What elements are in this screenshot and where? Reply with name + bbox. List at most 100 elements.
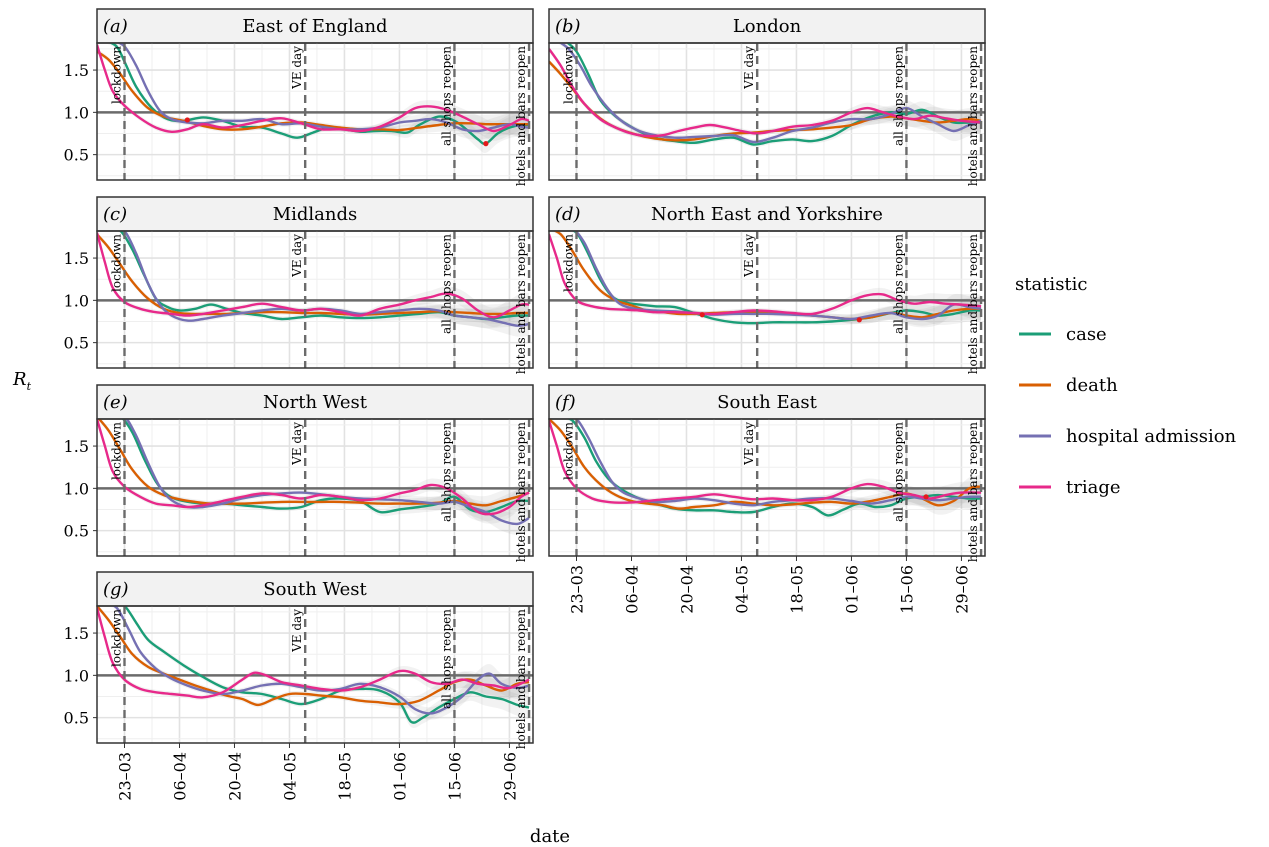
series-lines	[97, 43, 530, 145]
x-tick-label: 18–05	[335, 752, 354, 801]
series-line-triage	[549, 48, 982, 138]
series-line-death	[552, 231, 982, 321]
highlight-point	[483, 141, 489, 147]
series-lines	[549, 43, 982, 146]
panel-tag: (a)	[103, 16, 128, 37]
ribbon-hospital-admission	[560, 231, 982, 328]
panel-title: East of England	[242, 16, 387, 37]
series-line-death	[97, 233, 530, 316]
event-label: lockdown	[109, 422, 123, 480]
ribbon-triage	[97, 43, 530, 141]
series-lines	[549, 231, 982, 325]
legend-label-triage: triage	[1066, 477, 1121, 498]
event-label: lockdown	[109, 234, 123, 292]
x-tick-label: 29–06	[500, 752, 519, 801]
event-label: hotels and bars reopen	[966, 422, 980, 562]
ribbon-case	[112, 606, 530, 729]
ribbon-triage	[549, 46, 982, 139]
event-label: VE day	[290, 422, 304, 466]
y-tick-label: 1.5	[64, 249, 89, 268]
series-line-death	[97, 50, 530, 132]
x-tick-label: 23–03	[115, 752, 134, 801]
ribbon-hospital-admission	[112, 419, 530, 535]
event-label: lockdown	[561, 422, 575, 480]
series-line-hospital-admission	[574, 419, 982, 507]
event-label: VE day	[742, 422, 756, 466]
y-tick-label: 0.5	[64, 709, 89, 728]
y-tick-label: 0.5	[64, 334, 89, 353]
ribbon-death	[549, 59, 982, 143]
series-line-hospital-admission	[558, 43, 982, 144]
panel-tag: (e)	[103, 392, 128, 413]
event-label: all shops reopen	[891, 422, 905, 522]
y-tick-label: 1.5	[64, 437, 89, 456]
x-tick-label: 20–04	[225, 752, 244, 801]
series-line-hospital-admission	[573, 231, 982, 321]
highlight-point	[856, 317, 862, 323]
event-label: all shops reopen	[439, 609, 453, 709]
panel-tag: (d)	[555, 204, 581, 225]
event-label: lockdown	[109, 609, 123, 667]
y-tick-label: 0.5	[64, 146, 89, 165]
series-lines	[549, 419, 982, 517]
highlight-point	[184, 117, 190, 123]
y-tick-label: 0.5	[64, 522, 89, 541]
ribbon-triage	[97, 419, 530, 524]
uncertainty-ribbons	[97, 419, 530, 535]
series-line-triage	[97, 607, 530, 699]
x-tick-label: 06–04	[170, 752, 189, 801]
event-label: hotels and bars reopen	[966, 46, 980, 186]
x-tick-label: 15–06	[445, 752, 464, 801]
event-label: all shops reopen	[439, 422, 453, 522]
series-line-triage	[97, 44, 530, 134]
event-label: hotels and bars reopen	[514, 609, 528, 749]
panel-border	[96, 418, 534, 557]
panel-south-east: (f) South East lockdown VE day all shops reo…	[548, 384, 986, 562]
y-tick-label: 1.5	[64, 624, 89, 643]
series-line-case	[122, 606, 530, 724]
highlight-point	[923, 494, 929, 500]
event-label: VE day	[290, 609, 304, 653]
panel-title: South West	[263, 579, 367, 600]
series-line-triage	[549, 234, 982, 316]
event-label: VE day	[290, 46, 304, 90]
event-label: VE day	[742, 234, 756, 278]
panel-tag: (g)	[103, 579, 129, 600]
x-tick-label: 04–05	[732, 565, 751, 614]
y-axis-label: Rt	[12, 369, 32, 393]
panel-title: South East	[717, 392, 817, 413]
uncertainty-ribbons	[97, 606, 530, 729]
panel-strip	[96, 8, 534, 44]
x-tick-label: 01–06	[390, 752, 409, 801]
panel-border	[548, 42, 986, 181]
x-tick-label: 01–06	[842, 565, 861, 614]
y-tick-label: 1.0	[64, 291, 89, 310]
panel-east-of-england: (a) East of England lockdown VE day all shop…	[64, 8, 534, 186]
ribbon-triage	[97, 231, 530, 328]
event-label: lockdown	[561, 46, 575, 104]
ribbon-triage	[549, 231, 982, 318]
series-line-hospital-admission	[125, 419, 530, 526]
legend-title: statistic	[1015, 274, 1088, 295]
x-axis: 23–03 06–04 20–04 04–05 18–05 01–06 15–06 29–06…	[115, 556, 971, 801]
panels: (a) East of England lockdown VE day all shop…	[64, 8, 986, 749]
x-tick-label: 15–06	[897, 565, 916, 614]
series-line-hospital-admission	[116, 43, 530, 133]
panel-midlands: (c) Midlands lockdown VE day all shops reope…	[64, 196, 534, 374]
panel-border	[96, 230, 534, 369]
x-tick-label: 29–06	[952, 565, 971, 614]
uncertainty-ribbons	[97, 43, 530, 154]
panel-south-west: (g) South West lockdown VE day all shops reo…	[64, 571, 534, 749]
panel-border	[96, 42, 534, 181]
panel-strip	[548, 8, 986, 44]
series-line-hospital-admission	[111, 606, 530, 715]
legend: statistic case death hospital admission tri…	[1015, 274, 1237, 498]
event-label: hotels and bars reopen	[514, 422, 528, 562]
ribbon-hospital-admission	[112, 43, 530, 140]
panel-north-east-and-yorkshire: (d) North East and Yorkshire lockdown VE da…	[548, 196, 986, 374]
ribbon-case	[104, 43, 530, 154]
panel-tag: (f)	[555, 392, 576, 413]
ribbon-hospital-admission	[112, 231, 530, 337]
y-tick-label: 1.5	[64, 61, 89, 80]
